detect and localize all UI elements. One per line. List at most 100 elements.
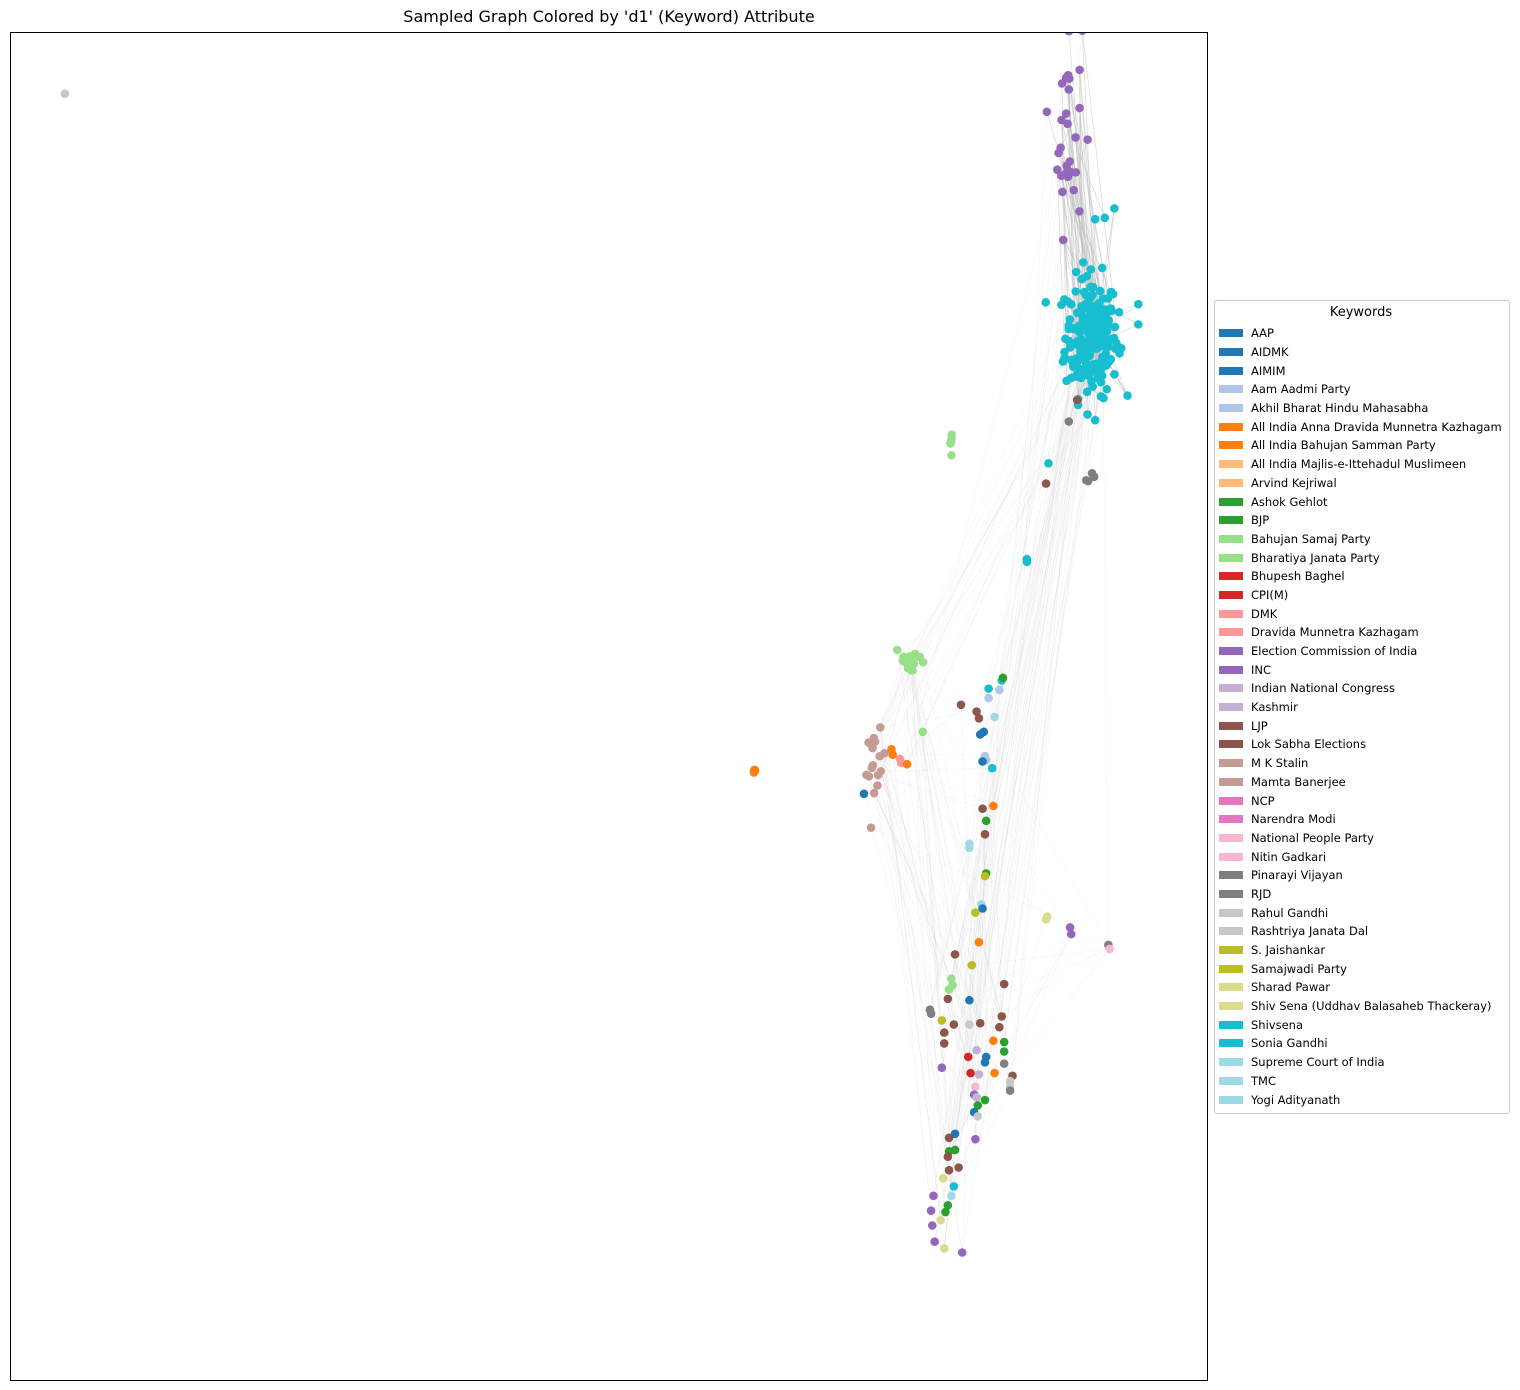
graph-edge [947, 172, 1072, 1157]
graph-node [939, 1028, 949, 1037]
legend-label: Bahujan Samaj Party [1251, 531, 1371, 546]
legend-label: All India Anna Dravida Munnetra Kazhagam [1251, 419, 1502, 434]
graph-node [1041, 914, 1051, 924]
graph-node [954, 1163, 963, 1172]
legend-swatch [1219, 497, 1243, 506]
graph-edge [969, 847, 1011, 1087]
legend-entry: Shiv Sena (Uddhav Balasaheb Thackeray) [1219, 997, 1503, 1016]
graph-edge [922, 731, 953, 986]
graph-edge [1001, 944, 1109, 1017]
legend-swatch [1219, 889, 1243, 898]
legend-swatch [1219, 647, 1243, 656]
graph-node [1102, 384, 1112, 394]
legend-label: NCP [1251, 793, 1275, 808]
graph-edge [971, 948, 1110, 966]
graph-edge [933, 312, 1082, 1196]
graph-edge [929, 327, 1098, 1010]
graph-node [1114, 307, 1124, 317]
legend-label: Pinarayi Vijayan [1251, 868, 1343, 883]
graph-node [1072, 369, 1082, 379]
legend-entry: Kashmir [1219, 698, 1503, 717]
legend-swatch [1219, 422, 1243, 431]
network-graph [60, 33, 1143, 1257]
graph-edge [988, 304, 1062, 699]
legend-label: Rahul Gandhi [1251, 905, 1329, 920]
graph-edge [954, 1112, 975, 1134]
legend-entry: All India Anna Dravida Munnetra Kazhagam [1219, 417, 1503, 436]
legend-entry: National People Party [1219, 829, 1503, 848]
graph-edge [880, 711, 977, 728]
graph-node [1075, 103, 1084, 113]
graph-edge [941, 933, 1072, 1021]
graph-edge [1075, 137, 1088, 277]
graph-edge [1003, 363, 1098, 1043]
graph-node [930, 1237, 939, 1247]
graph-edge [952, 360, 1103, 986]
legend-label: Arvind Kejriwal [1251, 475, 1337, 490]
graph-node [989, 801, 998, 811]
legend-swatch [1219, 927, 1243, 936]
graph-node [987, 763, 997, 773]
graph-edge [872, 765, 1002, 1017]
graph-node [1109, 333, 1119, 343]
graph-edge [929, 761, 983, 1010]
legend-entry: Samajwadi Party [1219, 959, 1503, 978]
legend-swatch [1219, 964, 1243, 973]
graph-edge [943, 368, 1081, 1044]
graph-edge [880, 771, 932, 1211]
legend-label: RJD [1251, 886, 1272, 901]
graph-node [1094, 298, 1104, 308]
graph-edge [948, 985, 953, 1152]
graph-edge [880, 322, 1086, 772]
graph-edge [948, 312, 1091, 990]
graph-node [908, 666, 917, 675]
graph-edge [947, 998, 981, 1024]
legend-label: INC [1251, 662, 1272, 677]
legend-entry: Ashok Gehlot [1219, 492, 1503, 511]
graph-edge [922, 662, 977, 712]
graph-node [971, 1134, 980, 1144]
graph-edge [903, 656, 1002, 1017]
legend-label: Shivsena [1251, 1017, 1303, 1032]
legend-label: Sharad Pawar [1251, 980, 1331, 995]
legend-label: Supreme Court of India [1251, 1055, 1385, 1070]
graph-edge [903, 353, 1120, 657]
graph-node [909, 659, 919, 669]
graph-edge [982, 340, 1090, 909]
graph-node [1069, 185, 1079, 195]
graph-node [975, 1018, 985, 1028]
graph-node [965, 1020, 974, 1029]
graph-edge [976, 345, 1093, 712]
legend-swatch [1219, 871, 1243, 880]
graph-node [990, 712, 999, 722]
graph-edge [952, 834, 986, 986]
graph-node [973, 1101, 983, 1110]
graph-node [944, 1165, 954, 1175]
graph-edge [1003, 343, 1076, 985]
graph-edge [922, 731, 973, 966]
legend-entry: Bharatiya Janata Party [1219, 548, 1503, 567]
graph-edge [912, 670, 935, 1242]
graph-edge [975, 312, 1091, 1087]
graph-edge [1003, 111, 1048, 985]
graph-edge [943, 83, 1063, 1249]
legend-label: Bharatiya Janata Party [1251, 550, 1380, 565]
graph-node [1106, 304, 1116, 313]
graph-edge [900, 704, 962, 763]
graph-edge [943, 354, 1081, 1249]
graph-node [1089, 472, 1099, 481]
graph-edge [954, 316, 1097, 1134]
legend-label: All India Majlis-e-Ittehadul Muslimeen [1251, 457, 1467, 472]
graph-node [1096, 377, 1106, 387]
legend-swatch [1219, 441, 1243, 450]
graph-node [1065, 157, 1075, 166]
graph-node [999, 1037, 1009, 1047]
graph-node [859, 789, 869, 799]
graph-edge [897, 649, 1072, 935]
graph-edge [884, 753, 976, 1087]
graph-node [943, 1200, 953, 1210]
legend-swatch [1219, 553, 1243, 562]
legend-label: Mamta Banerjee [1251, 774, 1346, 789]
graph-edge [929, 333, 1105, 1010]
graph-edge [911, 670, 944, 1179]
